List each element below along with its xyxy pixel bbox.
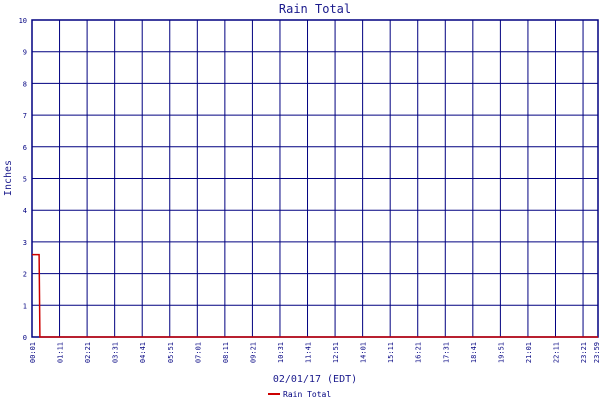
y-tick-label: 9: [23, 49, 27, 57]
x-tick-label: 19:51: [497, 342, 505, 363]
y-axis-label: Inches: [3, 160, 14, 196]
x-tick-label: 10:31: [277, 342, 285, 363]
x-tick-label: 15:11: [387, 342, 395, 363]
y-tick-label: 8: [23, 80, 27, 88]
x-tick-label: 04:41: [139, 342, 147, 363]
x-tick-label: 18:41: [470, 342, 478, 363]
chart-title: Rain Total: [279, 2, 351, 16]
series-group: [32, 253, 598, 338]
y-tick-labels: 0 1 2 3 4 5 6 7 8 9 10: [19, 17, 27, 342]
x-end-tick-label: 23:59: [593, 342, 600, 363]
x-tick-label: 08:11: [222, 342, 230, 363]
y-tick-label: 10: [19, 17, 27, 25]
x-tick-label: 14:01: [360, 342, 368, 363]
x-tick-label: 21:01: [525, 342, 533, 363]
x-tick-label: 03:31: [112, 342, 120, 363]
x-tick-label: 09:21: [249, 342, 257, 363]
y-tick-label: 6: [23, 144, 27, 152]
legend-label: Rain Total: [283, 390, 331, 399]
y-tick-label: 0: [23, 334, 27, 342]
x-tick-label: 07:01: [194, 342, 202, 363]
x-tick-label: 17:31: [442, 342, 450, 363]
x-tick-label: 11:41: [305, 342, 313, 363]
y-tick-label: 1: [23, 302, 27, 310]
x-tick-label: 02:21: [84, 342, 92, 363]
x-tick-label: 01:11: [57, 342, 65, 363]
x-tick-label: 00:01: [29, 342, 37, 363]
x-tick-label: 16:21: [415, 342, 423, 363]
y-tick-label: 4: [23, 207, 27, 215]
y-tick-label: 3: [23, 239, 27, 247]
x-tick-label: 23:21: [580, 342, 588, 363]
x-tick-label: 12:51: [332, 342, 340, 363]
x-axis-label: 02/01/17 (EDT): [273, 374, 357, 385]
y-tick-label: 7: [23, 112, 27, 120]
x-tick-labels: 00:01 01:11 02:21 03:31 04:41 05:51 07:01 08:11…: [29, 342, 600, 363]
x-tick-label: 05:51: [167, 342, 175, 363]
x-tick-label: 22:11: [552, 342, 560, 363]
y-tick-label: 5: [23, 176, 27, 184]
series-line-rain-total: [32, 253, 598, 338]
grid: [31, 19, 599, 338]
y-tick-label: 2: [23, 271, 27, 279]
